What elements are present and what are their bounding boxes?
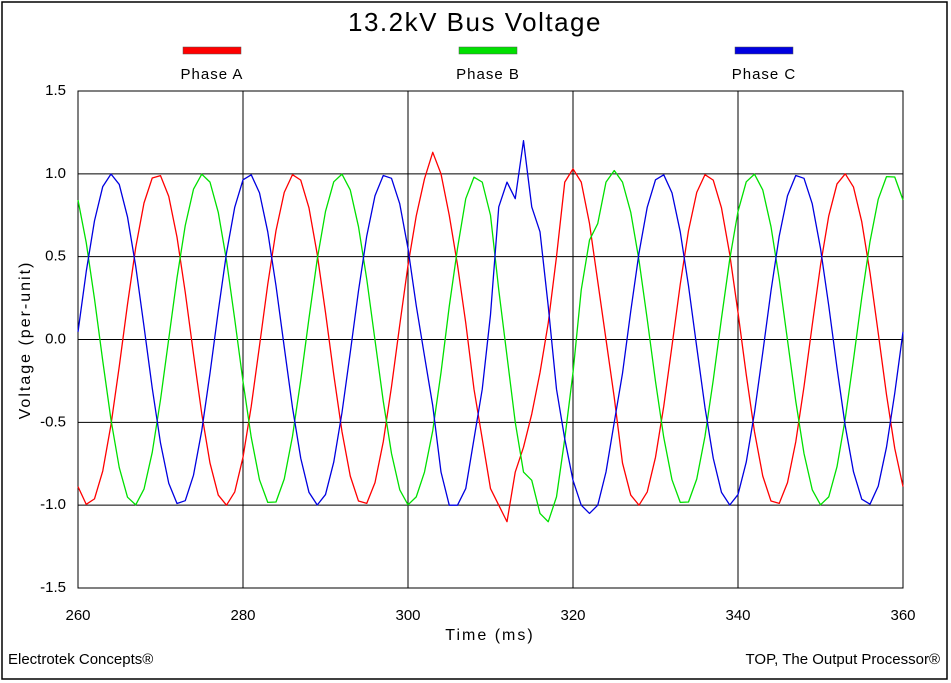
legend-swatch <box>458 46 518 55</box>
series-line <box>77 140 904 515</box>
x-tick-label: 300 <box>395 607 420 624</box>
x-axis-label: Time (ms) <box>445 627 534 644</box>
y-tick-label: -0.5 <box>40 413 66 430</box>
x-tick-label: 320 <box>560 607 585 624</box>
x-tick-label: 280 <box>230 607 255 624</box>
footer-left: Electrotek Concepts® <box>8 651 153 668</box>
series-line <box>77 169 904 523</box>
y-tick-label: 1.5 <box>45 82 66 99</box>
footer-right: TOP, The Output Processor® <box>746 651 940 668</box>
y-tick-label: 0.0 <box>45 330 66 347</box>
x-tick-label: 360 <box>890 607 915 624</box>
legend-label: Phase A <box>181 66 244 83</box>
series-line <box>77 151 904 523</box>
legend-label: Phase C <box>732 66 797 83</box>
legend-swatch <box>734 46 794 55</box>
y-tick-label: 0.5 <box>45 248 66 265</box>
y-tick-label: -1.0 <box>40 496 66 513</box>
chart-title: 13.2kV Bus Voltage <box>348 7 602 37</box>
plot-border <box>77 90 904 589</box>
y-tick-label: 1.0 <box>45 165 66 182</box>
x-tick-label: 260 <box>65 607 90 624</box>
legend-label: Phase B <box>456 66 520 83</box>
x-tick-label: 340 <box>725 607 750 624</box>
y-tick-label: -1.5 <box>40 579 66 596</box>
legend-swatch <box>182 46 242 55</box>
y-axis-label: Voltage (per-unit) <box>17 261 34 420</box>
